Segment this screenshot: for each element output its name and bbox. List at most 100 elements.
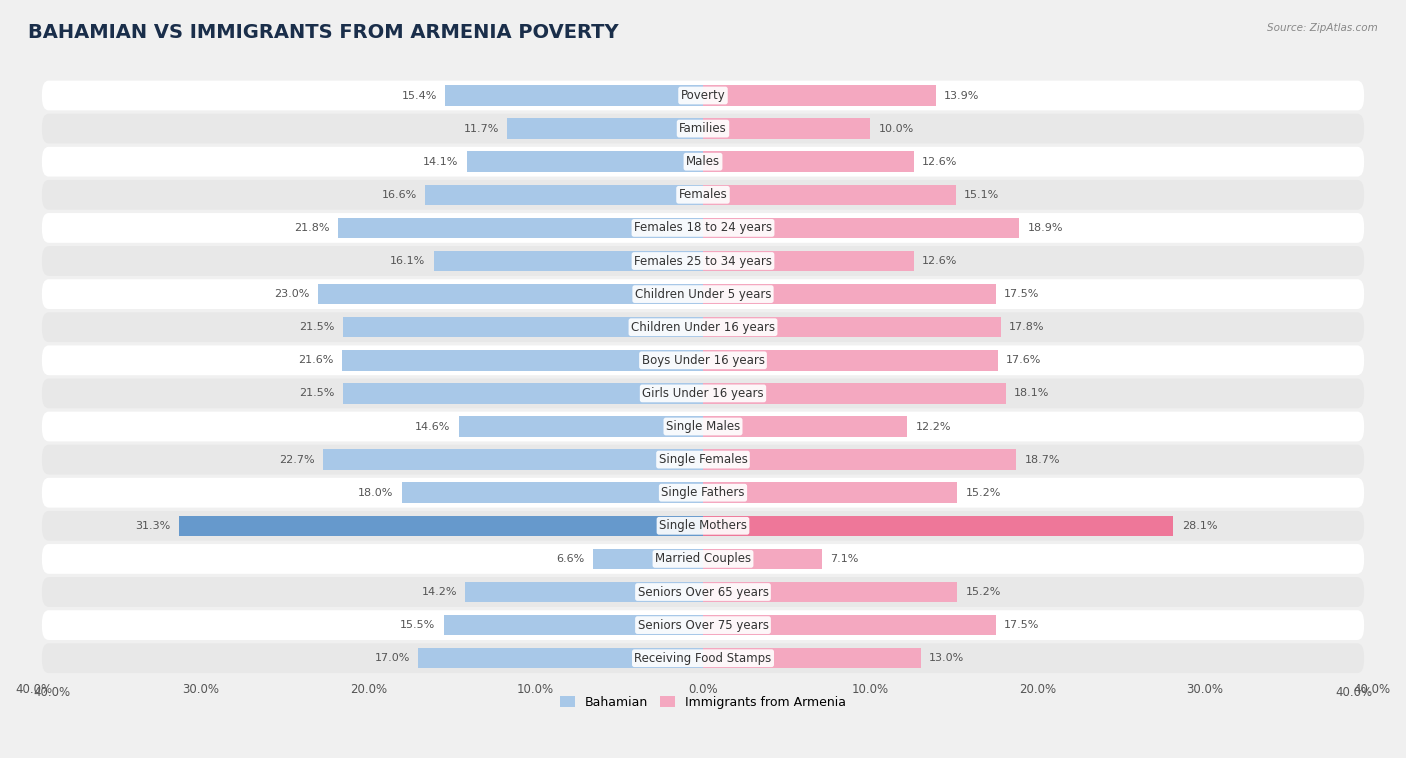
Bar xyxy=(703,549,823,569)
Bar xyxy=(446,85,703,106)
Bar xyxy=(703,251,914,271)
Text: Single Fathers: Single Fathers xyxy=(661,486,745,500)
Text: Females 25 to 34 years: Females 25 to 34 years xyxy=(634,255,772,268)
Text: Married Couples: Married Couples xyxy=(655,553,751,565)
Text: Seniors Over 65 years: Seniors Over 65 years xyxy=(637,585,769,599)
FancyBboxPatch shape xyxy=(42,511,1364,540)
Text: Single Males: Single Males xyxy=(666,420,740,433)
Bar xyxy=(323,449,703,470)
Legend: Bahamian, Immigrants from Armenia: Bahamian, Immigrants from Armenia xyxy=(554,691,852,714)
Bar xyxy=(339,218,703,238)
Bar xyxy=(343,317,703,337)
Text: 14.6%: 14.6% xyxy=(415,421,450,431)
Bar xyxy=(343,383,703,404)
Text: 16.1%: 16.1% xyxy=(389,256,425,266)
Text: 17.6%: 17.6% xyxy=(1005,356,1042,365)
Text: Poverty: Poverty xyxy=(681,89,725,102)
Bar xyxy=(703,317,1001,337)
Text: 14.2%: 14.2% xyxy=(422,587,457,597)
Bar xyxy=(703,515,1173,536)
FancyBboxPatch shape xyxy=(42,378,1364,409)
FancyBboxPatch shape xyxy=(42,180,1364,210)
Bar xyxy=(179,515,703,536)
Text: 10.0%: 10.0% xyxy=(879,124,914,133)
Text: Single Females: Single Females xyxy=(658,453,748,466)
Bar xyxy=(703,383,1005,404)
Bar xyxy=(458,416,703,437)
FancyBboxPatch shape xyxy=(42,644,1364,673)
Bar xyxy=(425,184,703,205)
Text: 15.2%: 15.2% xyxy=(966,587,1001,597)
Text: 21.5%: 21.5% xyxy=(299,322,335,332)
Text: 28.1%: 28.1% xyxy=(1181,521,1218,531)
Text: 13.0%: 13.0% xyxy=(929,653,965,663)
Text: Females: Females xyxy=(679,188,727,202)
Text: 17.5%: 17.5% xyxy=(1004,289,1039,299)
Bar xyxy=(703,218,1019,238)
Bar xyxy=(443,615,703,635)
Bar xyxy=(318,283,703,305)
Text: 16.6%: 16.6% xyxy=(381,190,416,200)
Bar xyxy=(703,416,907,437)
FancyBboxPatch shape xyxy=(42,478,1364,508)
FancyBboxPatch shape xyxy=(42,346,1364,375)
Bar xyxy=(703,615,995,635)
Text: 15.4%: 15.4% xyxy=(402,90,437,101)
Text: 21.8%: 21.8% xyxy=(294,223,330,233)
Bar xyxy=(508,118,703,139)
Text: Families: Families xyxy=(679,122,727,135)
Bar xyxy=(703,449,1017,470)
Text: 40.0%: 40.0% xyxy=(1336,686,1372,700)
Bar xyxy=(402,482,703,503)
Bar xyxy=(703,152,914,172)
FancyBboxPatch shape xyxy=(42,577,1364,607)
FancyBboxPatch shape xyxy=(42,544,1364,574)
Text: 18.0%: 18.0% xyxy=(359,487,394,498)
Text: 15.5%: 15.5% xyxy=(399,620,436,630)
Text: 17.0%: 17.0% xyxy=(375,653,411,663)
Text: 12.2%: 12.2% xyxy=(915,421,950,431)
Bar xyxy=(703,482,957,503)
Text: Seniors Over 75 years: Seniors Over 75 years xyxy=(637,619,769,631)
Text: Boys Under 16 years: Boys Under 16 years xyxy=(641,354,765,367)
Text: 22.7%: 22.7% xyxy=(280,455,315,465)
Text: 40.0%: 40.0% xyxy=(34,686,70,700)
Bar xyxy=(703,283,995,305)
Text: BAHAMIAN VS IMMIGRANTS FROM ARMENIA POVERTY: BAHAMIAN VS IMMIGRANTS FROM ARMENIA POVE… xyxy=(28,23,619,42)
Bar xyxy=(703,184,956,205)
Text: 6.6%: 6.6% xyxy=(555,554,583,564)
FancyBboxPatch shape xyxy=(42,80,1364,111)
Text: Males: Males xyxy=(686,155,720,168)
Text: 31.3%: 31.3% xyxy=(135,521,170,531)
FancyBboxPatch shape xyxy=(42,279,1364,309)
Text: 12.6%: 12.6% xyxy=(922,157,957,167)
Text: 11.7%: 11.7% xyxy=(464,124,499,133)
FancyBboxPatch shape xyxy=(42,610,1364,640)
FancyBboxPatch shape xyxy=(42,445,1364,475)
Text: 15.2%: 15.2% xyxy=(966,487,1001,498)
Text: 18.9%: 18.9% xyxy=(1028,223,1063,233)
Text: 17.8%: 17.8% xyxy=(1010,322,1045,332)
Bar xyxy=(703,118,870,139)
Text: 15.1%: 15.1% xyxy=(965,190,1000,200)
Text: 18.1%: 18.1% xyxy=(1014,388,1050,399)
FancyBboxPatch shape xyxy=(42,213,1364,243)
Text: Children Under 5 years: Children Under 5 years xyxy=(634,287,772,301)
Text: Receiving Food Stamps: Receiving Food Stamps xyxy=(634,652,772,665)
Text: 7.1%: 7.1% xyxy=(830,554,859,564)
FancyBboxPatch shape xyxy=(42,114,1364,143)
FancyBboxPatch shape xyxy=(42,312,1364,342)
Bar xyxy=(433,251,703,271)
Bar xyxy=(703,648,921,669)
Text: 12.6%: 12.6% xyxy=(922,256,957,266)
Bar xyxy=(465,581,703,603)
Text: Children Under 16 years: Children Under 16 years xyxy=(631,321,775,334)
Text: Single Mothers: Single Mothers xyxy=(659,519,747,532)
Text: 14.1%: 14.1% xyxy=(423,157,458,167)
Bar xyxy=(703,85,935,106)
Bar xyxy=(419,648,703,669)
Bar xyxy=(703,350,997,371)
Text: Females 18 to 24 years: Females 18 to 24 years xyxy=(634,221,772,234)
FancyBboxPatch shape xyxy=(42,412,1364,441)
FancyBboxPatch shape xyxy=(42,147,1364,177)
